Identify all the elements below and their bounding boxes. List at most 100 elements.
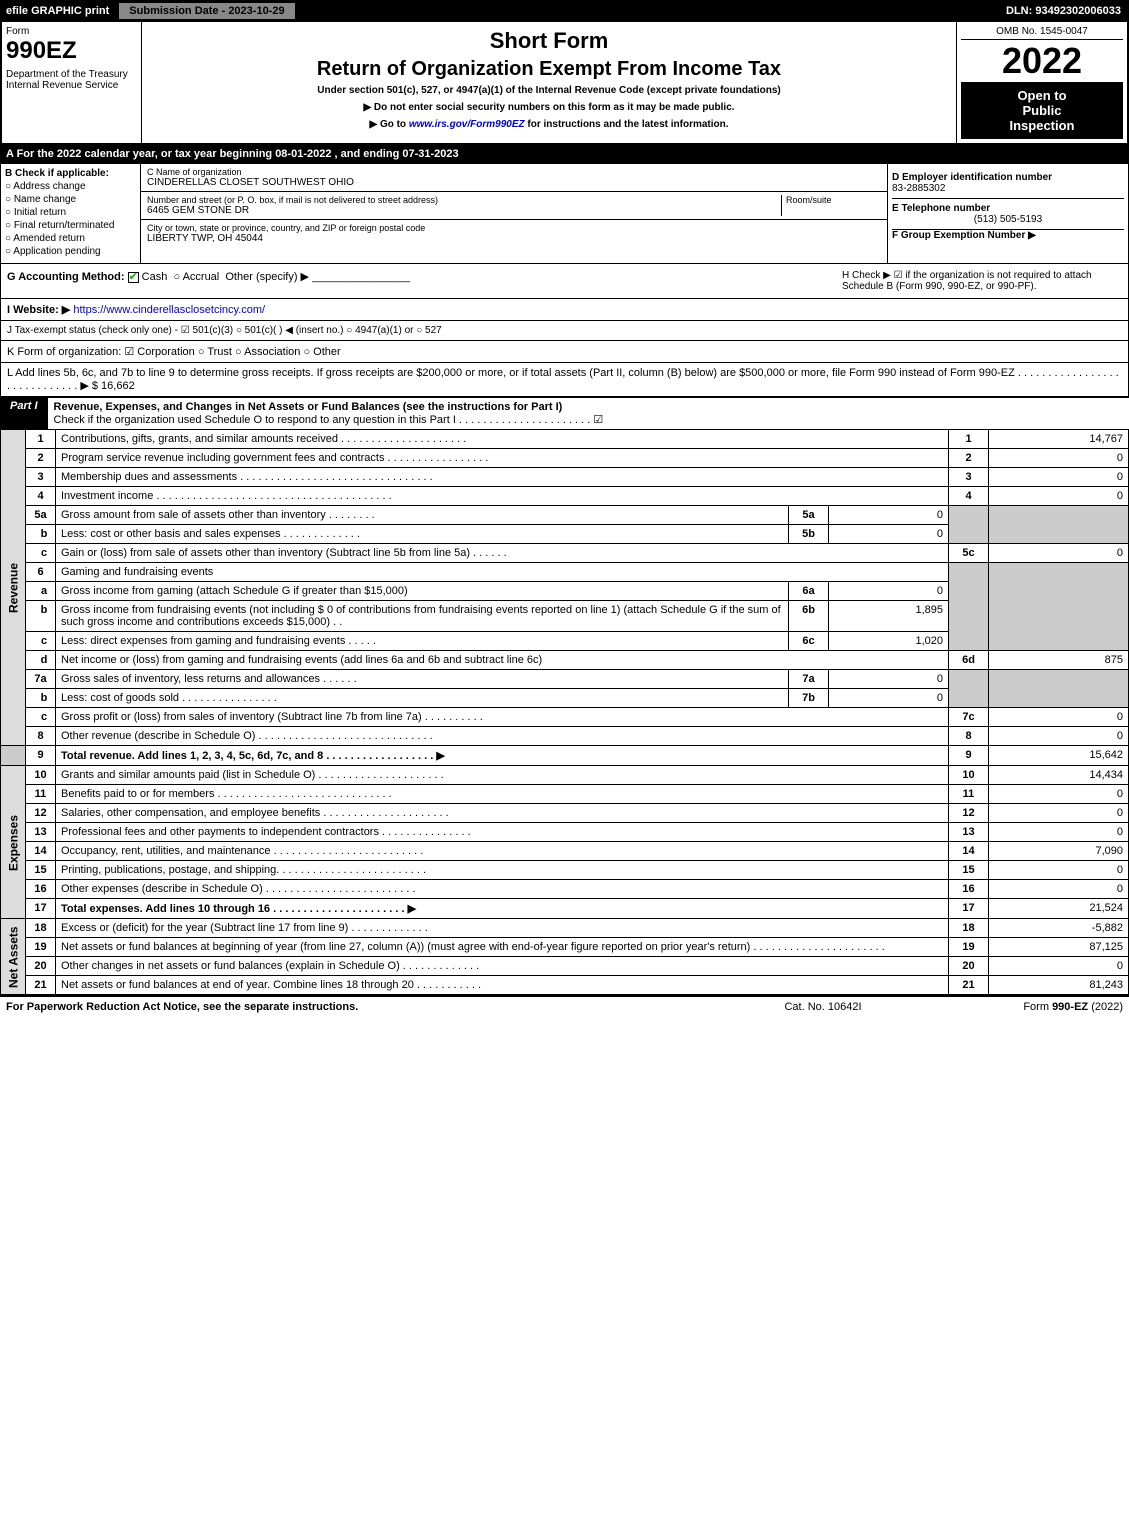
line-11-amt: 0 bbox=[989, 785, 1129, 804]
tel-label: E Telephone number bbox=[892, 203, 1124, 214]
line-6d-amt: 875 bbox=[989, 651, 1129, 670]
part1-table: Revenue 1 Contributions, gifts, grants, … bbox=[0, 429, 1129, 995]
chk-address[interactable]: ○ Address change bbox=[5, 181, 136, 192]
section-a: A For the 2022 calendar year, or tax yea… bbox=[0, 145, 1129, 163]
line-7c-desc: Gross profit or (loss) from sales of inv… bbox=[56, 708, 949, 727]
line-2-amt: 0 bbox=[989, 449, 1129, 468]
header-left: Form 990EZ Department of the Treasury In… bbox=[2, 22, 142, 143]
line-9-amt: 15,642 bbox=[989, 746, 1129, 766]
line-7b-desc: Less: cost of goods sold . . . . . . . .… bbox=[56, 689, 789, 708]
open-to-public: Open to Public Inspection bbox=[961, 82, 1123, 139]
line-7a-amt: 0 bbox=[829, 670, 949, 689]
line-12-amt: 0 bbox=[989, 804, 1129, 823]
line-20-desc: Other changes in net assets or fund bala… bbox=[56, 957, 949, 976]
line-20-amt: 0 bbox=[989, 957, 1129, 976]
line-5c-desc: Gain or (loss) from sale of assets other… bbox=[56, 544, 949, 563]
street-label: Number and street (or P. O. box, if mail… bbox=[147, 195, 781, 205]
line-5a-desc: Gross amount from sale of assets other t… bbox=[56, 506, 789, 525]
line-19-desc: Net assets or fund balances at beginning… bbox=[56, 938, 949, 957]
line-10-desc: Grants and similar amounts paid (list in… bbox=[56, 766, 949, 785]
instr-ssn: ▶ Do not enter social security numbers o… bbox=[148, 102, 950, 113]
line-15-amt: 0 bbox=[989, 861, 1129, 880]
part1-check: Check if the organization used Schedule … bbox=[54, 414, 604, 426]
chk-initial[interactable]: ○ Initial return bbox=[5, 207, 136, 218]
part1-title: Revenue, Expenses, and Changes in Net As… bbox=[48, 397, 1129, 429]
form-header: Form 990EZ Department of the Treasury In… bbox=[0, 22, 1129, 145]
line-10-amt: 14,434 bbox=[989, 766, 1129, 785]
row-g: G Accounting Method: Cash ○ Accrual Othe… bbox=[7, 270, 842, 292]
footer-center: Cat. No. 10642I bbox=[723, 1001, 923, 1013]
line-6d-desc: Net income or (loss) from gaming and fun… bbox=[56, 651, 949, 670]
open3: Inspection bbox=[967, 118, 1117, 133]
row-h: H Check ▶ ☑ if the organization is not r… bbox=[842, 270, 1122, 292]
line-11-desc: Benefits paid to or for members . . . . … bbox=[56, 785, 949, 804]
irs-link[interactable]: www.irs.gov/Form990EZ bbox=[409, 119, 525, 130]
group-label: F Group Exemption Number ▶ bbox=[892, 230, 1124, 241]
line-18-amt: -5,882 bbox=[989, 919, 1129, 938]
line-21-desc: Net assets or fund balances at end of ye… bbox=[56, 976, 949, 995]
street: 6465 GEM STONE DR bbox=[147, 205, 781, 216]
form-number: 990EZ bbox=[6, 37, 137, 65]
line-3-desc: Membership dues and assessments . . . . … bbox=[56, 468, 949, 487]
g-label: G Accounting Method: bbox=[7, 271, 125, 283]
line-15-desc: Printing, publications, postage, and shi… bbox=[56, 861, 949, 880]
website-link[interactable]: https://www.cinderellasclosetcincy.com/ bbox=[73, 304, 265, 316]
tel: (513) 505-5193 bbox=[892, 214, 1124, 225]
line-2-desc: Program service revenue including govern… bbox=[56, 449, 949, 468]
footer-left: For Paperwork Reduction Act Notice, see … bbox=[6, 1001, 723, 1013]
info-grid: B Check if applicable: ○ Address change … bbox=[0, 163, 1129, 264]
netassets-label: Net Assets bbox=[1, 919, 26, 995]
line-6a-amt: 0 bbox=[829, 582, 949, 601]
row-l-amt: 16,662 bbox=[101, 380, 135, 392]
line-7c-amt: 0 bbox=[989, 708, 1129, 727]
line-5b-amt: 0 bbox=[829, 525, 949, 544]
line-3-amt: 0 bbox=[989, 468, 1129, 487]
header-right: OMB No. 1545-0047 2022 Open to Public In… bbox=[957, 22, 1127, 143]
col-d: D Employer identification number 83-2885… bbox=[888, 164, 1128, 263]
line-12-desc: Salaries, other compensation, and employ… bbox=[56, 804, 949, 823]
chk-cash[interactable] bbox=[128, 272, 139, 283]
org-name: CINDERELLAS CLOSET SOUTHWEST OHIO bbox=[147, 177, 881, 188]
room-label: Room/suite bbox=[786, 195, 881, 205]
chk-final[interactable]: ○ Final return/terminated bbox=[5, 220, 136, 231]
line-6b-desc: Gross income from fundraising events (no… bbox=[56, 601, 789, 632]
chk-name[interactable]: ○ Name change bbox=[5, 194, 136, 205]
part1-header: Part I Revenue, Expenses, and Changes in… bbox=[0, 397, 1129, 429]
open1: Open to bbox=[967, 88, 1117, 103]
line-19-amt: 87,125 bbox=[989, 938, 1129, 957]
short-form-title: Short Form bbox=[148, 28, 950, 54]
line-8-desc: Other revenue (describe in Schedule O) .… bbox=[56, 727, 949, 746]
part1-label: Part I bbox=[0, 397, 48, 429]
row-g-h: G Accounting Method: Cash ○ Accrual Othe… bbox=[0, 264, 1129, 299]
line-5b-desc: Less: cost or other basis and sales expe… bbox=[56, 525, 789, 544]
row-l-text: L Add lines 5b, 6c, and 7b to line 9 to … bbox=[7, 367, 1119, 392]
line-18-desc: Excess or (deficit) for the year (Subtra… bbox=[56, 919, 949, 938]
street-cell: Number and street (or P. O. box, if mail… bbox=[141, 192, 887, 220]
org-name-label: C Name of organization bbox=[147, 167, 881, 177]
top-bar: efile GRAPHIC print Submission Date - 20… bbox=[0, 0, 1129, 22]
col-b: B Check if applicable: ○ Address change … bbox=[1, 164, 141, 263]
chk-pending[interactable]: ○ Application pending bbox=[5, 246, 136, 257]
line-6c-amt: 1,020 bbox=[829, 632, 949, 651]
line-1-num: 1 bbox=[26, 430, 56, 449]
line-17-desc: Total expenses. Add lines 10 through 16 … bbox=[56, 899, 949, 919]
line-13-amt: 0 bbox=[989, 823, 1129, 842]
form-label: Form bbox=[6, 26, 137, 37]
line-6a-desc: Gross income from gaming (attach Schedul… bbox=[56, 582, 789, 601]
line-7b-amt: 0 bbox=[829, 689, 949, 708]
instr-goto: ▶ Go to www.irs.gov/Form990EZ for instru… bbox=[148, 119, 950, 130]
line-5a-amt: 0 bbox=[829, 506, 949, 525]
row-l: L Add lines 5b, 6c, and 7b to line 9 to … bbox=[0, 363, 1129, 397]
line-9-desc: Total revenue. Add lines 1, 2, 3, 4, 5c,… bbox=[56, 746, 949, 766]
tel-block: E Telephone number (513) 505-5193 bbox=[892, 199, 1124, 230]
revenue-label: Revenue bbox=[1, 430, 26, 746]
dln: DLN: 93492302006033 bbox=[998, 3, 1129, 19]
subtitle: Under section 501(c), 527, or 4947(a)(1)… bbox=[148, 85, 950, 96]
line-16-amt: 0 bbox=[989, 880, 1129, 899]
ein-label: D Employer identification number bbox=[892, 172, 1124, 183]
chk-amended[interactable]: ○ Amended return bbox=[5, 233, 136, 244]
line-6-desc: Gaming and fundraising events bbox=[56, 563, 949, 582]
row-i: I Website: ▶ https://www.cinderellasclos… bbox=[0, 299, 1129, 321]
ein-block: D Employer identification number 83-2885… bbox=[892, 168, 1124, 199]
city-label: City or town, state or province, country… bbox=[147, 223, 881, 233]
